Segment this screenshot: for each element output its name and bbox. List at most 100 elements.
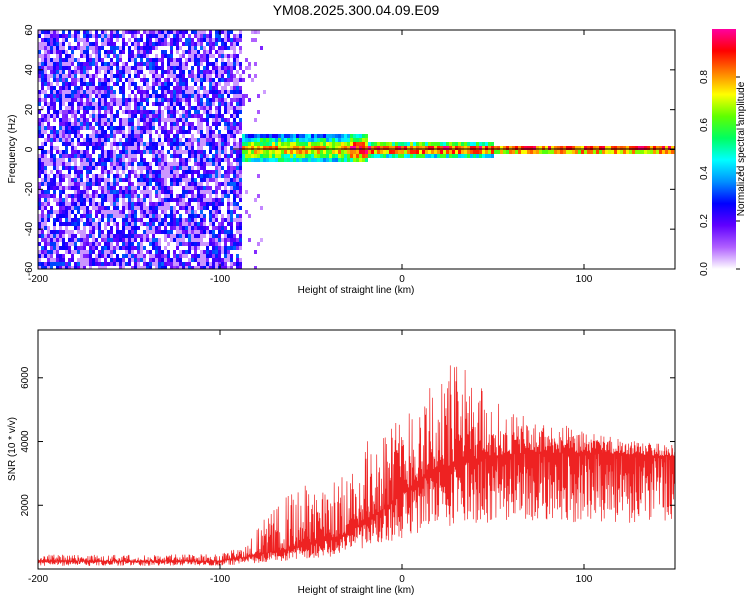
heatmap-cell — [86, 138, 89, 142]
heatmap-cell — [95, 214, 98, 218]
heatmap-cell — [104, 170, 107, 174]
heatmap-cell — [185, 62, 188, 66]
heatmap-cell — [437, 146, 440, 150]
heatmap-cell — [176, 66, 179, 70]
heatmap-cell — [80, 214, 83, 218]
heatmap-cell — [41, 130, 44, 134]
heatmap-cell — [176, 154, 179, 158]
heatmap-cell — [83, 82, 86, 86]
heatmap-cell — [167, 118, 170, 122]
heatmap-cell — [104, 134, 107, 138]
heatmap-cell — [158, 134, 161, 138]
heatmap-cell — [134, 238, 137, 242]
heatmap-cell — [149, 126, 152, 130]
heatmap-cell — [227, 82, 230, 86]
heatmap-cell — [218, 246, 221, 250]
heatmap-cell — [191, 194, 194, 198]
heatmap-cell — [440, 146, 443, 150]
heatmap-cell — [191, 78, 194, 82]
heatmap-cell — [110, 242, 113, 246]
heatmap-cell — [224, 158, 227, 162]
heatmap-cell — [134, 146, 137, 150]
heatmap-cell — [119, 122, 122, 126]
heatmap-cell — [380, 146, 383, 150]
heatmap-cell — [95, 142, 98, 146]
heatmap-cell — [59, 110, 62, 114]
heatmap-cell — [401, 150, 404, 154]
heatmap-cell — [158, 174, 161, 178]
heatmap-cell — [140, 62, 143, 66]
heatmap-cell — [575, 150, 578, 154]
heatmap-cell — [239, 138, 242, 142]
heatmap-cell — [74, 226, 77, 230]
heatmap-cell — [65, 114, 68, 118]
heatmap-cell — [158, 82, 161, 86]
heatmap-cell — [470, 146, 473, 150]
heatmap-cell — [170, 142, 173, 146]
heatmap-cell — [77, 30, 80, 34]
heatmap-cell — [167, 90, 170, 94]
heatmap-cell — [107, 242, 110, 246]
heatmap-cell — [212, 90, 215, 94]
heatmap-cell — [272, 142, 275, 146]
heatmap-cell — [149, 174, 152, 178]
heatmap-cell — [71, 58, 74, 62]
heatmap-cell — [401, 154, 404, 158]
heatmap-cell — [224, 226, 227, 230]
heatmap-cell — [134, 58, 137, 62]
heatmap-cell — [191, 114, 194, 118]
heatmap-cell — [161, 74, 164, 78]
heatmap-cell — [65, 242, 68, 246]
heatmap-cell — [149, 182, 152, 186]
heatmap-cell — [140, 250, 143, 254]
heatmap-cell — [188, 114, 191, 118]
heatmap-cell — [209, 234, 212, 238]
heatmap-cell — [53, 154, 56, 158]
heatmap-cell — [107, 126, 110, 130]
heatmap-cell — [236, 86, 239, 90]
heatmap-cell — [116, 30, 119, 34]
heatmap-cell — [236, 254, 239, 258]
heatmap-cell — [95, 114, 98, 118]
heatmap-cell — [152, 230, 155, 234]
heatmap-cell — [347, 154, 350, 158]
heatmap-cell — [209, 210, 212, 214]
heatmap-cell — [89, 162, 92, 166]
heatmap-cell — [167, 130, 170, 134]
heatmap-cell — [230, 146, 233, 150]
heatmap-cell — [272, 146, 275, 150]
heatmap-cell — [113, 178, 116, 182]
heatmap-cell — [191, 30, 194, 34]
heatmap-cell — [83, 194, 86, 198]
heatmap-cell — [50, 38, 53, 42]
heatmap-cell — [50, 70, 53, 74]
heatmap-cell — [176, 226, 179, 230]
heatmap-cell — [131, 130, 134, 134]
heatmap-cell — [230, 86, 233, 90]
heatmap-cell — [230, 234, 233, 238]
heatmap-cell — [86, 126, 89, 130]
heatmap-cell — [185, 266, 188, 269]
heatmap-cell — [167, 54, 170, 58]
heatmap-cell — [62, 150, 65, 154]
heatmap-cell — [68, 194, 71, 198]
heatmap-cell — [68, 30, 71, 34]
heatmap-cell — [203, 118, 206, 122]
heatmap-cell — [335, 154, 338, 158]
heatmap-cell — [116, 214, 119, 218]
heatmap-cell — [161, 50, 164, 54]
heatmap-cell — [134, 102, 137, 106]
heatmap-cell — [215, 66, 218, 70]
heatmap-cell — [62, 174, 65, 178]
heatmap-cell — [74, 182, 77, 186]
heatmap-cell — [170, 74, 173, 78]
heatmap-cell — [56, 202, 59, 206]
heatmap-cell — [185, 210, 188, 214]
heatmap-cell — [314, 150, 317, 154]
heatmap-cell — [167, 102, 170, 106]
heatmap-cell — [329, 134, 332, 138]
heatmap-cell — [50, 214, 53, 218]
heatmap-cell — [110, 62, 113, 66]
heatmap-cell — [203, 34, 206, 38]
heatmap-cell — [47, 94, 50, 98]
